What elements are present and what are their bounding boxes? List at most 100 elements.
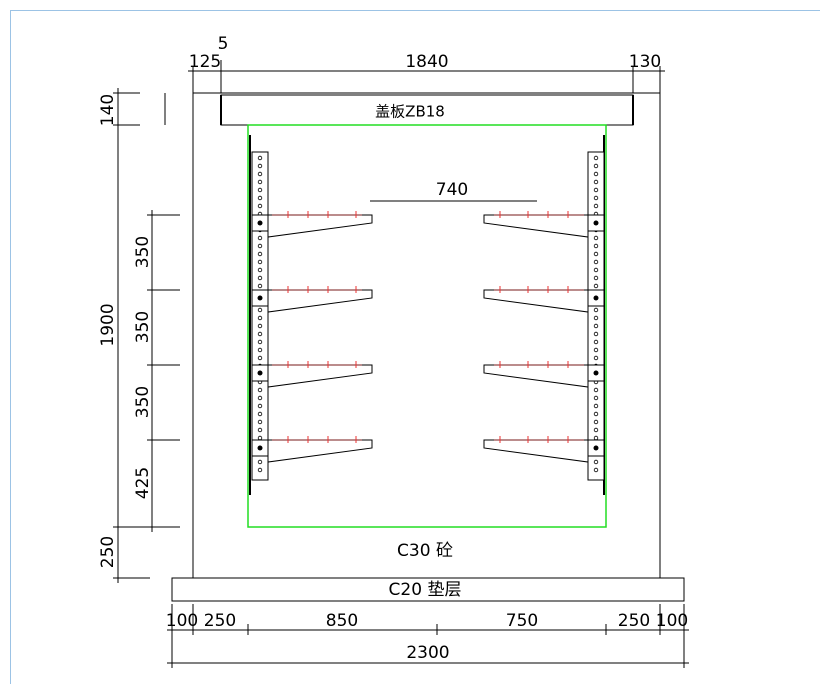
bolt-hole bbox=[257, 323, 263, 329]
bolt-hole bbox=[593, 251, 599, 257]
bracket-bolt bbox=[257, 370, 263, 376]
dim-label: 350 bbox=[133, 236, 153, 268]
bracket-arm bbox=[483, 289, 589, 313]
bolt-hole bbox=[593, 187, 599, 193]
bolt-hole bbox=[593, 203, 599, 209]
bolt-hole bbox=[593, 459, 599, 465]
bracket-arm bbox=[267, 364, 373, 388]
dim-label: 250 bbox=[204, 611, 236, 631]
dim-ticks bbox=[192, 60, 661, 93]
dim-label: 100 bbox=[166, 611, 198, 631]
bolt-hole bbox=[257, 331, 263, 337]
bolt-hole bbox=[257, 387, 263, 393]
dim-label: 130 bbox=[629, 52, 661, 72]
dim-label: 750 bbox=[506, 611, 538, 631]
dim-ticks bbox=[171, 604, 685, 668]
bolt-hole bbox=[593, 411, 599, 417]
bolt-hole bbox=[257, 259, 263, 265]
bolt-hole bbox=[257, 467, 263, 473]
cushion bbox=[171, 577, 685, 602]
dim-label: 740 bbox=[436, 180, 468, 200]
bolt-hole bbox=[593, 467, 599, 473]
bracket-bolt bbox=[593, 445, 599, 451]
bolt-hole bbox=[593, 267, 599, 273]
bolt-hole bbox=[593, 419, 599, 425]
dim-label: 425 bbox=[133, 467, 153, 499]
inner-cavity bbox=[247, 124, 607, 528]
dim-label: 350 bbox=[133, 386, 153, 418]
bolt-hole bbox=[257, 307, 263, 313]
bolt-hole bbox=[257, 235, 263, 241]
bracket-arm bbox=[483, 439, 589, 463]
bolt-hole bbox=[593, 323, 599, 329]
bolt-hole bbox=[593, 427, 599, 433]
bolt-hole bbox=[257, 155, 263, 161]
bolt-hole bbox=[257, 411, 263, 417]
bolt-hole bbox=[593, 315, 599, 321]
bolt-hole bbox=[257, 243, 263, 249]
dim-label: 140 bbox=[98, 94, 118, 126]
bracket-arm bbox=[267, 289, 373, 313]
bracket-arm bbox=[483, 214, 589, 238]
bolt-hole bbox=[593, 331, 599, 337]
bolt-hole bbox=[593, 171, 599, 177]
dim-label: 350 bbox=[133, 311, 153, 343]
bolt-hole bbox=[257, 355, 263, 361]
dim-label: 250 bbox=[618, 611, 650, 631]
bracket-arm bbox=[267, 214, 373, 238]
bracket-bolt bbox=[257, 445, 263, 451]
dim-ticks bbox=[147, 214, 180, 441]
bolt-hole bbox=[257, 419, 263, 425]
bolt-hole bbox=[257, 395, 263, 401]
cover-label: 盖板ZB18 bbox=[375, 103, 445, 121]
bolt-hole bbox=[257, 315, 263, 321]
dim-label: 250 bbox=[98, 536, 118, 568]
bolt-hole bbox=[593, 275, 599, 281]
dim-label: 1840 bbox=[405, 52, 448, 72]
dim-ticks bbox=[113, 92, 180, 579]
bolt-hole bbox=[257, 171, 263, 177]
bracket-bolt bbox=[593, 370, 599, 376]
dim-label: 5 bbox=[218, 34, 229, 54]
bolt-hole bbox=[593, 179, 599, 185]
bolt-hole bbox=[593, 395, 599, 401]
bolt-hole bbox=[257, 251, 263, 257]
bolt-hole bbox=[257, 163, 263, 169]
bracket-arm bbox=[483, 364, 589, 388]
bolt-hole bbox=[593, 243, 599, 249]
bolt-hole bbox=[593, 195, 599, 201]
bolt-hole bbox=[593, 355, 599, 361]
bolt-hole bbox=[593, 339, 599, 345]
bolt-hole bbox=[593, 259, 599, 265]
bolt-hole bbox=[257, 403, 263, 409]
bolt-hole bbox=[593, 283, 599, 289]
bracket-bolt bbox=[257, 220, 263, 226]
bolt-hole bbox=[257, 187, 263, 193]
bolt-hole bbox=[257, 203, 263, 209]
bracket-bolt bbox=[593, 220, 599, 226]
dim-label: 850 bbox=[326, 611, 358, 631]
bolt-hole bbox=[257, 179, 263, 185]
dim-label: 2300 bbox=[406, 643, 449, 663]
dim-label: 1900 bbox=[98, 303, 118, 346]
bolt-hole bbox=[593, 387, 599, 393]
bolt-hole bbox=[593, 347, 599, 353]
dim-label: 100 bbox=[656, 611, 688, 631]
bracket-bolt bbox=[257, 295, 263, 301]
dim-label: 125 bbox=[189, 52, 221, 72]
bolt-hole bbox=[257, 347, 263, 353]
bolt-hole bbox=[257, 283, 263, 289]
bolt-hole bbox=[593, 235, 599, 241]
concrete-label: C30 砼 bbox=[397, 541, 453, 561]
cushion-label: C20 垫层 bbox=[389, 580, 462, 600]
bolt-hole bbox=[257, 459, 263, 465]
bolt-hole bbox=[257, 195, 263, 201]
bolt-hole bbox=[257, 267, 263, 273]
bolt-hole bbox=[257, 339, 263, 345]
bracket-bolt bbox=[593, 295, 599, 301]
bolt-hole bbox=[257, 275, 263, 281]
frame bbox=[10, 10, 820, 684]
bolt-hole bbox=[257, 427, 263, 433]
bolt-hole bbox=[593, 403, 599, 409]
